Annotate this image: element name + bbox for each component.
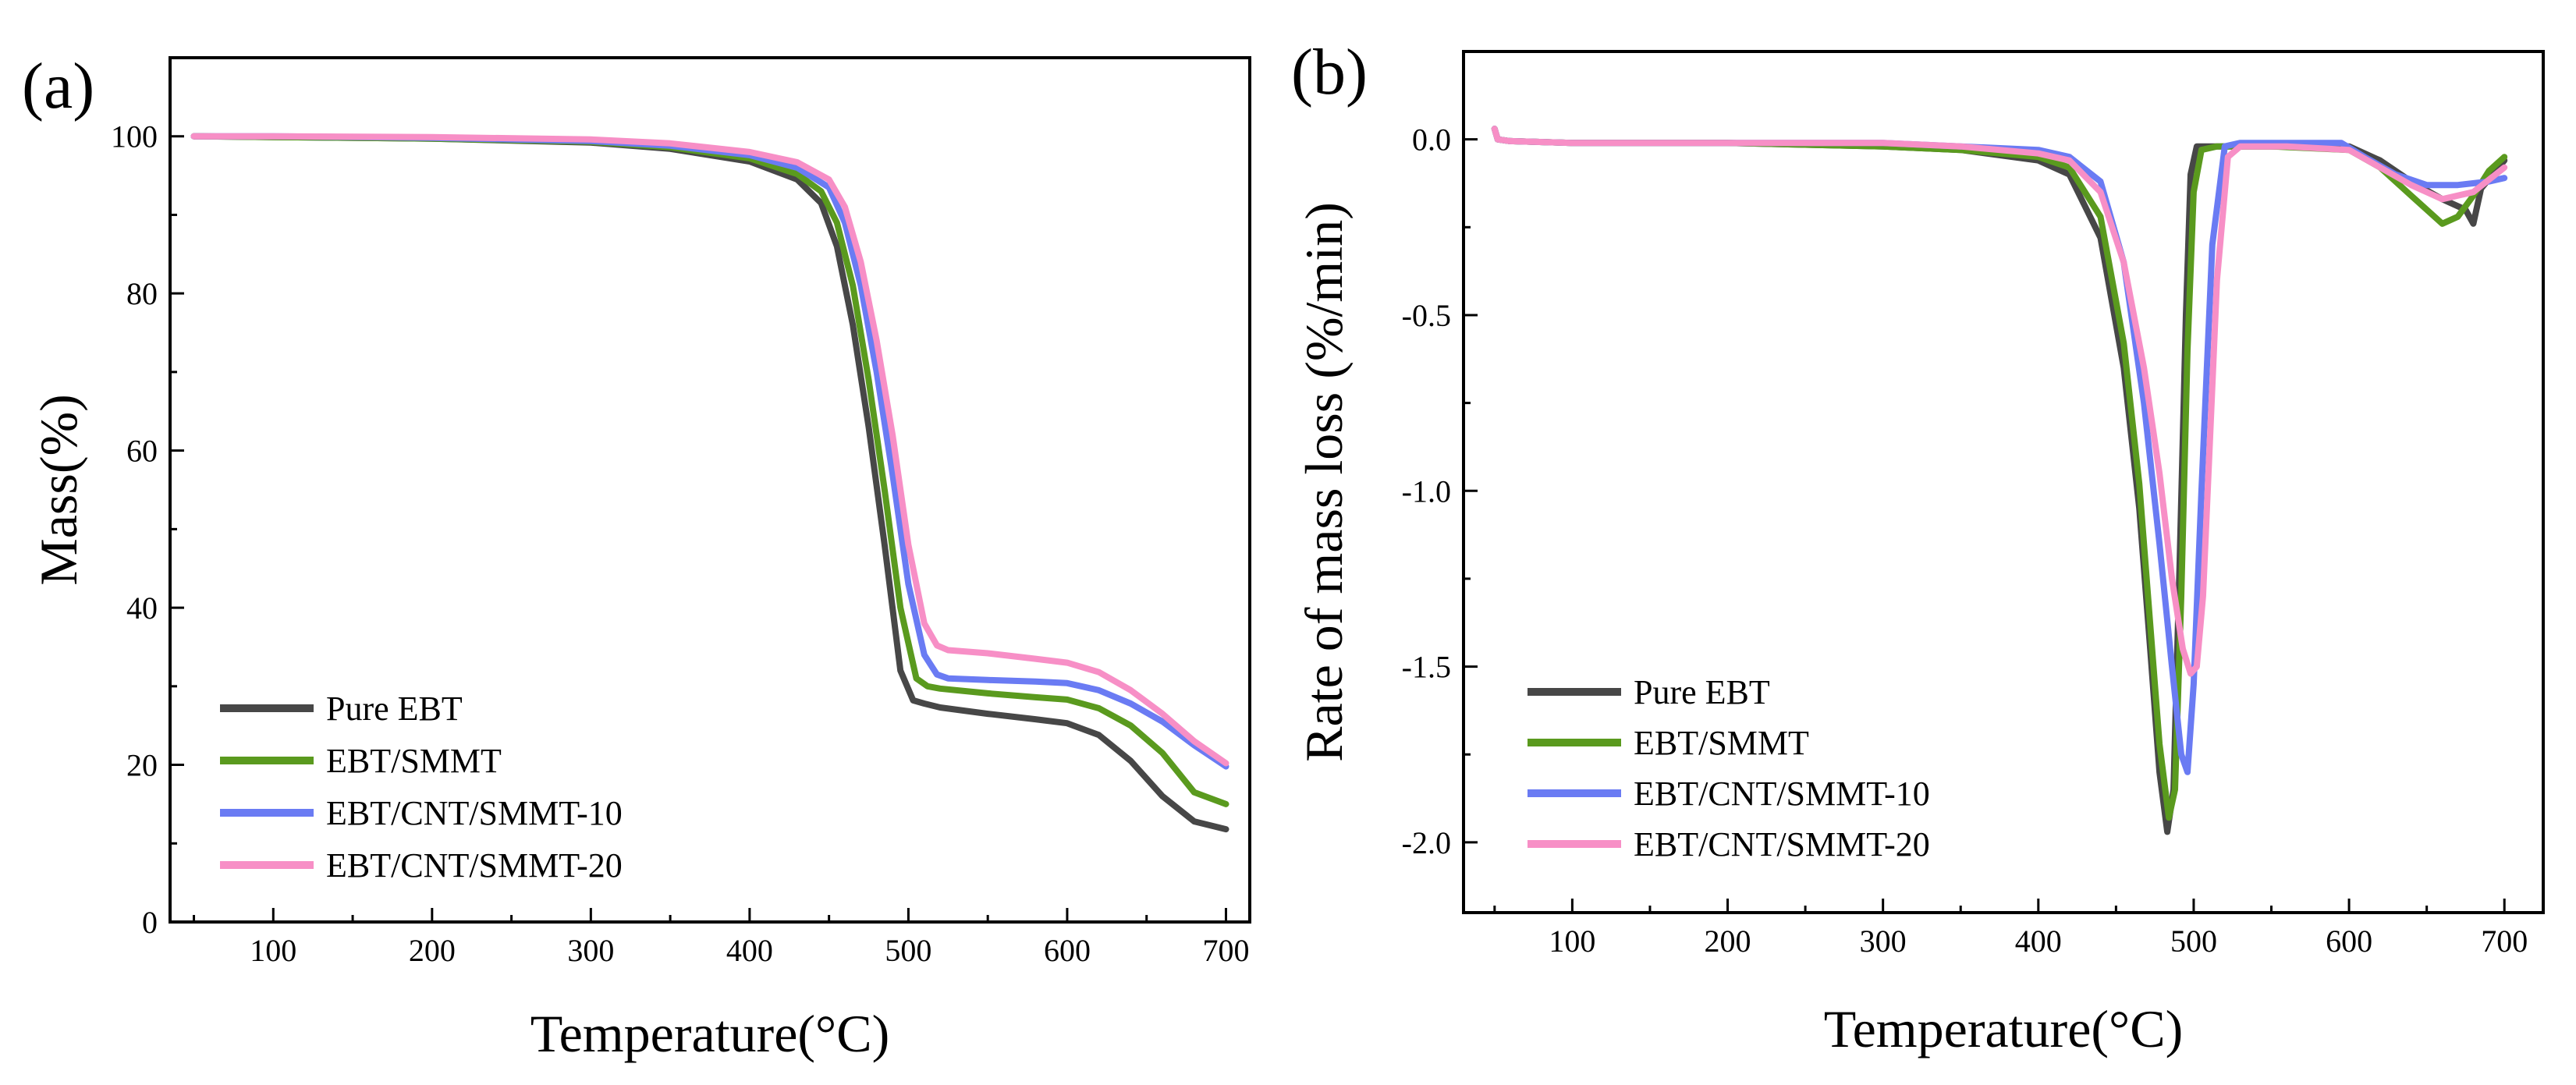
b-x-tick-label-600: 600 bbox=[2326, 924, 2372, 959]
b-x-tick-label-300: 300 bbox=[1860, 924, 1907, 959]
panel-b-y-axis-title: Rate of mass loss (%/min) bbox=[1294, 202, 1354, 762]
a-y-tick-label-3: 60 bbox=[126, 434, 158, 469]
b-y-tick-label-2: -1.0 bbox=[1402, 473, 1451, 509]
b-y-tick-label-4: -2.0 bbox=[1402, 825, 1451, 860]
a-x-tick-label-300: 300 bbox=[567, 933, 614, 968]
legend-b-label-ebt-cnt-smmt-20: EBT/CNT/SMMT-20 bbox=[1634, 825, 1930, 863]
panel-a-ticks: 100 200 300 400 500 600 700 0 20 40 60 80 100 bbox=[111, 119, 1249, 968]
b-x-tick-label-400: 400 bbox=[2015, 924, 2062, 959]
panel-b-x-axis-title: Temperature(°C) bbox=[1824, 999, 2183, 1058]
panel-a-label: (a) bbox=[22, 50, 94, 122]
a-y-tick-label-4: 80 bbox=[126, 276, 158, 311]
legend-a-label-ebt-cnt-smmt-10: EBT/CNT/SMMT-10 bbox=[326, 794, 623, 832]
legend-a-label-pure-ebt: Pure EBT bbox=[326, 690, 463, 728]
b-x-tick-label-200: 200 bbox=[1705, 924, 1751, 959]
panel-b-rate-chart: (b) 100 200 300 400 500 600 700 0.0 -0.5 -1.0 -1.5… bbox=[1291, 36, 2545, 1058]
panel-b-legend: Pure EBT EBT/SMMT EBT/CNT/SMMT-10 EBT/CN… bbox=[1528, 673, 1930, 863]
legend-a-label-ebt-smmt: EBT/SMMT bbox=[326, 742, 502, 780]
panel-a-mass-chart: (a) 100 200 300 400 500 600 700 0 20 40 60 80 100 Te… bbox=[22, 50, 1251, 1063]
panel-b-ticks: 100 200 300 400 500 600 700 0.0 -0.5 -1.0 -1.5 -2.0 bbox=[1402, 122, 2528, 959]
legend-b-label-ebt-cnt-smmt-10: EBT/CNT/SMMT-10 bbox=[1634, 775, 1930, 813]
panel-a-y-axis-title: Mass(%) bbox=[29, 394, 88, 586]
a-y-tick-label-0: 0 bbox=[142, 905, 158, 940]
b-y-tick-label-3: -1.5 bbox=[1402, 650, 1451, 685]
b-x-tick-label-700: 700 bbox=[2481, 924, 2528, 959]
a-x-tick-label-500: 500 bbox=[885, 933, 931, 968]
panel-b-series-lines bbox=[1491, 126, 2508, 835]
panel-a-series-lines bbox=[190, 133, 1229, 833]
a-series-line-ebt-cnt-smmt-20 bbox=[190, 133, 1229, 767]
b-y-tick-label-1: -0.5 bbox=[1402, 298, 1451, 333]
legend-b-label-pure-ebt: Pure EBT bbox=[1634, 673, 1770, 711]
b-x-tick-label-500: 500 bbox=[2170, 924, 2217, 959]
panel-a-x-axis-title: Temperature(°C) bbox=[530, 1004, 889, 1063]
a-x-tick-label-400: 400 bbox=[726, 933, 773, 968]
b-series-line-ebt-smmt bbox=[1491, 126, 2508, 821]
a-x-tick-label-600: 600 bbox=[1044, 933, 1091, 968]
a-y-tick-label-2: 40 bbox=[126, 590, 158, 626]
legend-a-label-ebt-cnt-smmt-20: EBT/CNT/SMMT-20 bbox=[326, 846, 623, 885]
b-y-tick-label-0: 0.0 bbox=[1412, 122, 1451, 158]
panel-b-label: (b) bbox=[1291, 36, 1368, 108]
panel-b-frame bbox=[1462, 50, 2545, 914]
a-series-line-ebt-cnt-smmt-10 bbox=[190, 133, 1229, 770]
panel-a-frame bbox=[169, 56, 1251, 924]
panel-a-legend: Pure EBT EBT/SMMT EBT/CNT/SMMT-10 EBT/CN… bbox=[220, 690, 623, 885]
b-series-line-ebt-cnt-smmt-20 bbox=[1491, 126, 2508, 677]
a-x-tick-label-700: 700 bbox=[1202, 933, 1249, 968]
a-y-tick-label-1: 20 bbox=[126, 748, 158, 783]
a-x-tick-label-200: 200 bbox=[409, 933, 456, 968]
legend-b-label-ebt-smmt: EBT/SMMT bbox=[1634, 724, 1809, 762]
b-x-tick-label-100: 100 bbox=[1549, 924, 1595, 959]
a-y-tick-label-5: 100 bbox=[111, 119, 158, 154]
a-x-tick-label-100: 100 bbox=[250, 933, 296, 968]
